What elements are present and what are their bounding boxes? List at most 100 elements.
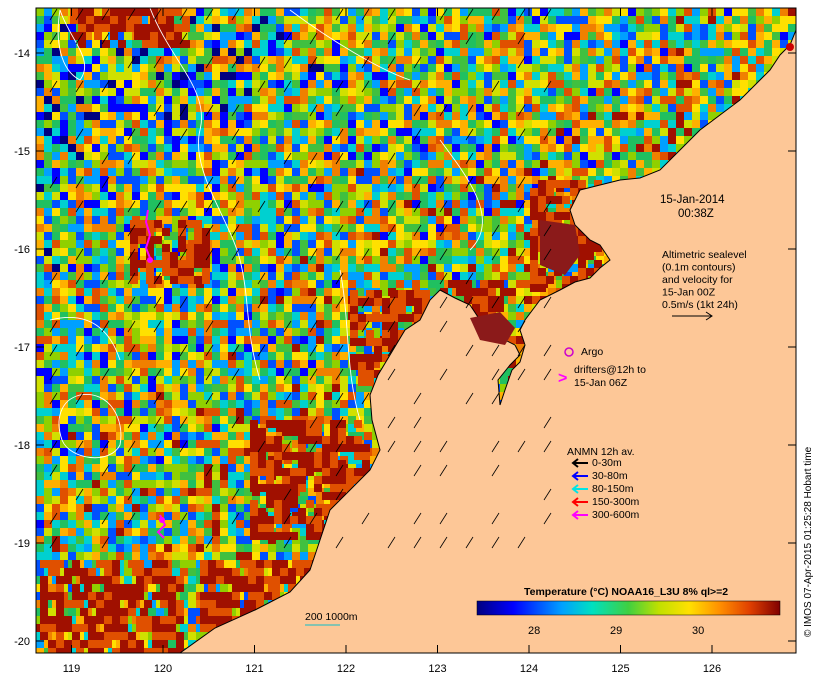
sst-pixel (244, 280, 252, 288)
sst-pixel (236, 336, 244, 344)
sst-pixel (412, 256, 420, 264)
sst-pixel (220, 80, 228, 88)
sst-pixel (228, 48, 236, 56)
sst-pixel (244, 48, 252, 56)
sst-pixel (84, 64, 92, 72)
sst-pixel (452, 104, 460, 112)
sst-pixel (556, 152, 564, 160)
sst-pixel (108, 72, 116, 80)
sst-pixel (708, 16, 716, 24)
sst-pixel (516, 56, 524, 64)
sst-pixel (492, 80, 500, 88)
sst-pixel (228, 264, 236, 272)
sst-pixel (372, 264, 380, 272)
sst-pixel (356, 280, 364, 288)
sst-pixel (436, 152, 444, 160)
sst-pixel (212, 320, 220, 328)
sst-pixel (500, 152, 508, 160)
sst-pixel (508, 16, 516, 24)
sst-pixel (92, 248, 100, 256)
sst-pixel (252, 352, 260, 360)
sst-pixel (460, 192, 468, 200)
sst-pixel (44, 112, 52, 120)
sst-pixel (484, 256, 492, 264)
sst-pixel (316, 312, 324, 320)
sst-pixel (524, 184, 532, 192)
sst-pixel (228, 200, 236, 208)
sst-pixel (324, 424, 332, 432)
sst-pixel (284, 64, 292, 72)
sst-pixel (492, 112, 500, 120)
sst-pixel (220, 120, 228, 128)
sst-pixel (524, 16, 532, 24)
sst-pixel (540, 120, 548, 128)
sst-pixel (716, 40, 724, 48)
sst-pixel (196, 168, 204, 176)
sst-pixel (732, 96, 740, 104)
sst-pixel (644, 104, 652, 112)
sst-pixel (508, 160, 516, 168)
sst-pixel (476, 256, 484, 264)
sst-pixel (228, 408, 236, 416)
sst-pixel (172, 160, 180, 168)
sst-pixel (292, 56, 300, 64)
sst-pixel (228, 368, 236, 376)
sst-pixel (68, 112, 76, 120)
sst-pixel (324, 280, 332, 288)
sst-pixel (308, 216, 316, 224)
sst-pixel (468, 64, 476, 72)
sst-pixel (588, 112, 596, 120)
sst-pixel (412, 32, 420, 40)
sst-pixel (172, 392, 180, 400)
sst-pixel (340, 128, 348, 136)
sst-pixel (164, 216, 172, 224)
sst-pixel (124, 392, 132, 400)
sst-pixel (348, 160, 356, 168)
sst-pixel (196, 80, 204, 88)
sst-pixel (332, 392, 340, 400)
sst-pixel (116, 288, 124, 296)
sst-pixel (356, 104, 364, 112)
sst-pixel (228, 80, 236, 88)
sst-pixel (748, 24, 756, 32)
sst-pixel (236, 352, 244, 360)
sst-pixel (92, 320, 100, 328)
sst-pixel (692, 32, 700, 40)
sst-pixel (236, 416, 244, 424)
sst-pixel (636, 32, 644, 40)
sst-pixel (396, 184, 404, 192)
sst-pixel (300, 400, 308, 408)
sst-pixel (180, 328, 188, 336)
sst-pixel (444, 176, 452, 184)
sst-pixel (588, 72, 596, 80)
sst-pixel (652, 152, 660, 160)
sst-pixel (588, 16, 596, 24)
sst-pixel (300, 360, 308, 368)
sst-pixel (36, 208, 44, 216)
sst-pixel (220, 8, 228, 16)
sst-pixel (44, 136, 52, 144)
sst-pixel (68, 424, 76, 432)
sst-pixel (284, 16, 292, 24)
sst-pixel (380, 24, 388, 32)
sst-pixel (516, 232, 524, 240)
sst-pixel (612, 24, 620, 32)
sst-pixel (188, 88, 196, 96)
sst-pixel (340, 224, 348, 232)
sst-pixel (188, 144, 196, 152)
sst-pixel (388, 232, 396, 240)
sst-pixel (364, 344, 372, 352)
sst-pixel (452, 200, 460, 208)
sst-pixel (412, 280, 420, 288)
sst-pixel (44, 376, 52, 384)
sst-pixel (124, 104, 132, 112)
sst-pixel (644, 120, 652, 128)
sst-pixel (604, 160, 612, 168)
sst-pixel (492, 128, 500, 136)
sst-pixel (156, 328, 164, 336)
sst-pixel (44, 320, 52, 328)
sst-pixel (36, 400, 44, 408)
sst-pixel (580, 96, 588, 104)
sst-pixel (636, 168, 644, 176)
sst-pixel (276, 352, 284, 360)
